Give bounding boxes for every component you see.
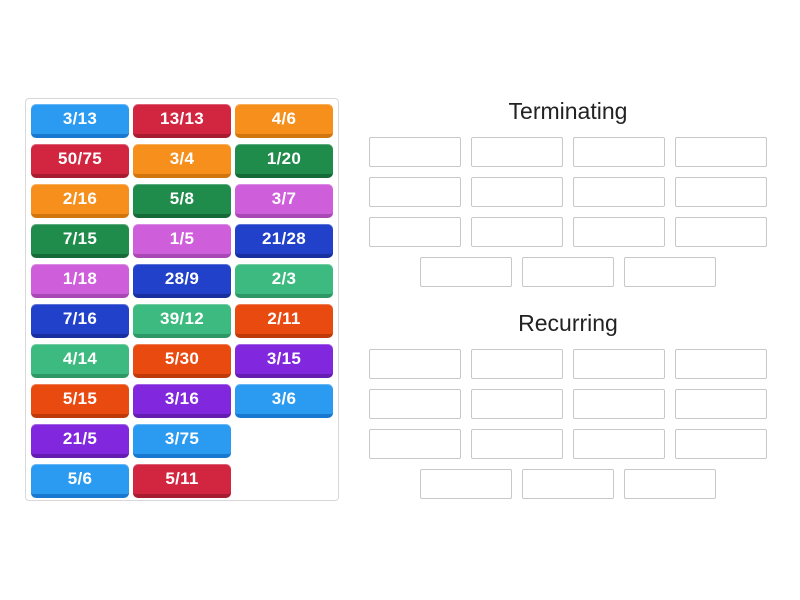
answer-slot[interactable] xyxy=(675,217,767,247)
fraction-tile[interactable]: 13/13 xyxy=(133,104,231,138)
fraction-tile[interactable]: 5/6 xyxy=(31,464,129,498)
answer-slot[interactable] xyxy=(369,137,461,167)
answer-slot[interactable] xyxy=(420,469,512,499)
slot-row xyxy=(348,137,788,167)
fraction-tile[interactable]: 1/5 xyxy=(133,224,231,258)
answer-slot[interactable] xyxy=(369,429,461,459)
answer-slot[interactable] xyxy=(573,429,665,459)
answer-slot[interactable] xyxy=(471,137,563,167)
answer-slot[interactable] xyxy=(675,137,767,167)
terminating-slot-rows xyxy=(348,137,788,287)
fraction-tile[interactable]: 3/6 xyxy=(235,384,333,418)
fraction-tile[interactable]: 39/12 xyxy=(133,304,231,338)
answer-slot[interactable] xyxy=(369,389,461,419)
slot-row xyxy=(348,349,788,379)
group-title-recurring: Recurring xyxy=(518,310,618,336)
fraction-tile[interactable]: 2/11 xyxy=(235,304,333,338)
slot-row xyxy=(348,429,788,459)
fraction-tile[interactable]: 50/75 xyxy=(31,144,129,178)
slot-row xyxy=(348,389,788,419)
slot-row xyxy=(348,217,788,247)
fraction-tile[interactable]: 5/15 xyxy=(31,384,129,418)
fraction-tile[interactable]: 7/16 xyxy=(31,304,129,338)
fraction-tile[interactable]: 7/15 xyxy=(31,224,129,258)
answer-slot[interactable] xyxy=(369,217,461,247)
fraction-tile[interactable]: 4/14 xyxy=(31,344,129,378)
fraction-tile[interactable]: 1/18 xyxy=(31,264,129,298)
tile-pool: 3/13 13/13 4/6 50/75 3/4 1/20 2/16 5/8 3/7 7/15 1/… xyxy=(25,98,339,501)
fraction-tile[interactable]: 5/30 xyxy=(133,344,231,378)
fraction-tile[interactable]: 3/7 xyxy=(235,184,333,218)
fraction-tile[interactable]: 2/16 xyxy=(31,184,129,218)
answer-slot[interactable] xyxy=(675,177,767,207)
answer-slot[interactable] xyxy=(573,349,665,379)
fraction-tile[interactable]: 3/4 xyxy=(133,144,231,178)
empty-cell xyxy=(235,424,333,458)
fraction-tile[interactable]: 5/8 xyxy=(133,184,231,218)
fraction-tile[interactable]: 1/20 xyxy=(235,144,333,178)
slot-row xyxy=(348,257,788,287)
fraction-tile[interactable]: 3/15 xyxy=(235,344,333,378)
answer-slot[interactable] xyxy=(369,177,461,207)
fraction-tile[interactable]: 3/13 xyxy=(31,104,129,138)
answer-slot[interactable] xyxy=(573,217,665,247)
answer-slot[interactable] xyxy=(675,349,767,379)
fraction-tile[interactable]: 21/5 xyxy=(31,424,129,458)
fraction-tile[interactable]: 5/11 xyxy=(133,464,231,498)
fraction-tile[interactable]: 28/9 xyxy=(133,264,231,298)
group-recurring: Recurring xyxy=(348,310,788,499)
answer-slot[interactable] xyxy=(573,389,665,419)
group-terminating: Terminating xyxy=(348,98,788,287)
slot-row xyxy=(348,177,788,207)
answer-slot[interactable] xyxy=(675,389,767,419)
empty-cell xyxy=(235,464,333,498)
recurring-slot-rows xyxy=(348,349,788,499)
answer-slot[interactable] xyxy=(624,469,716,499)
answer-slot[interactable] xyxy=(420,257,512,287)
group-title-terminating: Terminating xyxy=(508,98,628,124)
fraction-tile[interactable]: 4/6 xyxy=(235,104,333,138)
fraction-tile[interactable]: 3/16 xyxy=(133,384,231,418)
groups-panel: Terminating Recurring xyxy=(348,98,788,509)
answer-slot[interactable] xyxy=(522,257,614,287)
slot-row xyxy=(348,469,788,499)
fraction-tile[interactable]: 3/75 xyxy=(133,424,231,458)
answer-slot[interactable] xyxy=(471,349,563,379)
answer-slot[interactable] xyxy=(471,177,563,207)
answer-slot[interactable] xyxy=(471,389,563,419)
answer-slot[interactable] xyxy=(573,137,665,167)
answer-slot[interactable] xyxy=(675,429,767,459)
answer-slot[interactable] xyxy=(522,469,614,499)
fraction-tile[interactable]: 21/28 xyxy=(235,224,333,258)
answer-slot[interactable] xyxy=(624,257,716,287)
fraction-tile[interactable]: 2/3 xyxy=(235,264,333,298)
answer-slot[interactable] xyxy=(471,217,563,247)
answer-slot[interactable] xyxy=(573,177,665,207)
answer-slot[interactable] xyxy=(471,429,563,459)
answer-slot[interactable] xyxy=(369,349,461,379)
